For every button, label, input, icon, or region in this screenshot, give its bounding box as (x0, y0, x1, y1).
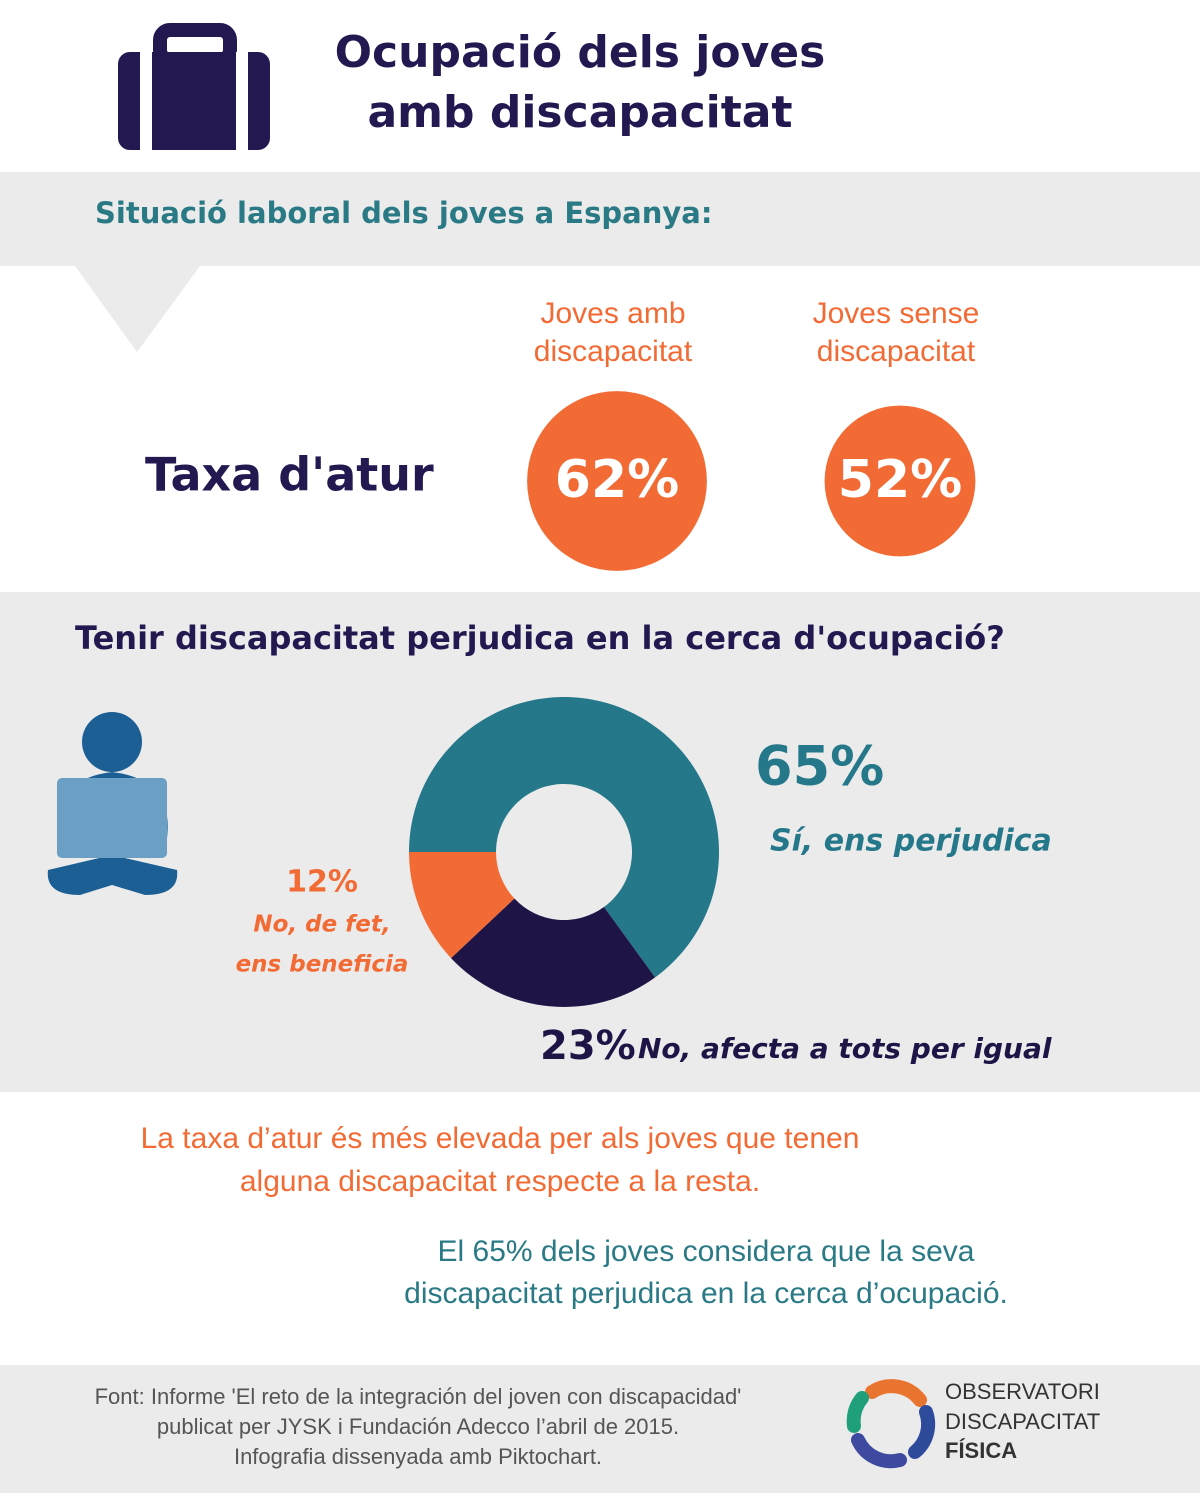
bubble (527, 391, 707, 571)
suitcase-icon (118, 23, 270, 150)
slice-label: No, afecta a tots per igual (638, 1032, 1052, 1065)
logo-text: FÍSICA (945, 1438, 1017, 1463)
value-label: 62% (555, 450, 679, 510)
source: publicat per JYSK i Fundación Adecco l’a… (157, 1414, 679, 1439)
row-label: Taxa d'atur (145, 448, 434, 502)
note: discapacitat perjudica en la cerca d’ocu… (404, 1277, 1008, 1310)
bubble (824, 405, 976, 557)
title: amb discapacitat (367, 87, 792, 138)
slice-label: Sí, ens perjudica (770, 824, 1052, 859)
source: Font: Informe 'El reto de la integración… (95, 1384, 742, 1409)
slice (409, 697, 719, 978)
value-label: 52% (838, 450, 962, 510)
column-label: discapacitat (817, 335, 976, 368)
note: La taxa d’atur és més elevada per als jo… (141, 1122, 860, 1155)
slice-label: ens beneficia (236, 952, 409, 978)
logo-icon (846, 1379, 936, 1469)
section-heading: Situació laboral dels joves a Espanya: (95, 196, 712, 230)
source: Infografia dissenyada amb Piktochart. (234, 1444, 602, 1469)
person-icon (47, 712, 178, 895)
slice (451, 898, 656, 1007)
band (0, 172, 1200, 266)
chart-title: Tenir discapacitat perjudica en la cerca… (75, 619, 1005, 657)
logo-text: DISCAPACITAT (945, 1409, 1100, 1434)
note: alguna discapacitat respecte a la resta. (240, 1165, 760, 1198)
title: Ocupació dels joves (335, 27, 826, 78)
value-label: 12% (286, 865, 358, 900)
column-label: Joves sense (813, 297, 980, 330)
slice (409, 852, 515, 959)
logo-text: OBSERVATORI (945, 1379, 1100, 1404)
note: El 65% dels joves considera que la seva (438, 1235, 975, 1268)
band (0, 592, 1200, 1092)
column-label: discapacitat (534, 335, 693, 368)
column-label: Joves amb (540, 297, 685, 330)
value-label: 65% (755, 735, 884, 798)
pointer (75, 266, 200, 352)
slice-label: No, de fet, (253, 912, 390, 938)
footer-band (0, 1365, 1200, 1493)
value-label: 23% (540, 1023, 636, 1069)
